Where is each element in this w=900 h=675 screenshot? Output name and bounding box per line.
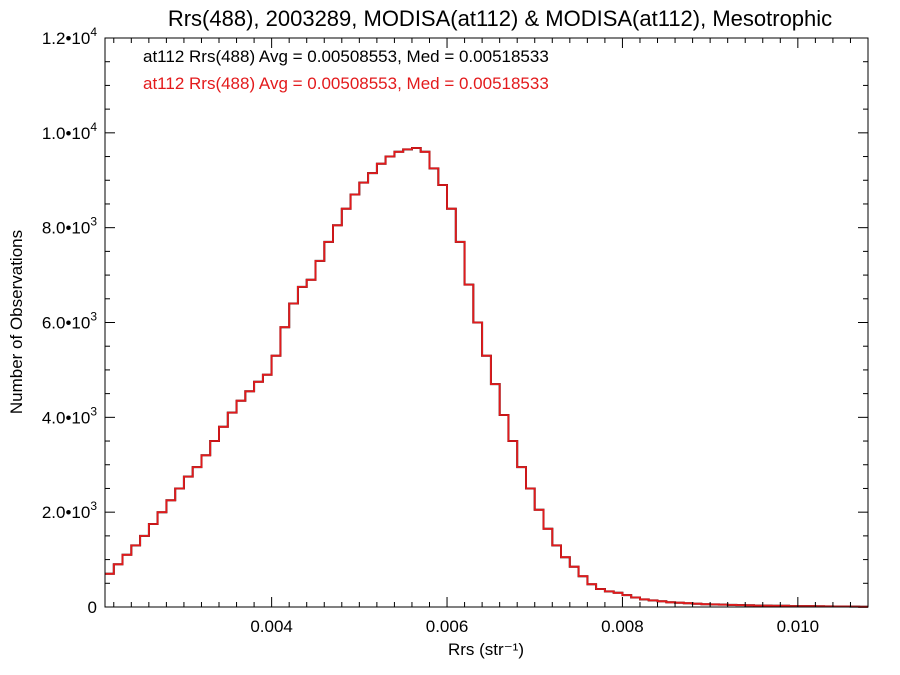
- x-tick-label: 0.010: [777, 617, 820, 636]
- y-tick-label: 6.0•103: [42, 310, 98, 333]
- annotation-2: at112 Rrs(488) Avg = 0.00508553, Med = 0…: [143, 74, 549, 93]
- y-tick-label: 1.0•104: [42, 120, 98, 143]
- y-tick-mantissa: 1.0•10: [42, 124, 91, 143]
- y-tick-label: 2.0•103: [42, 499, 98, 522]
- y-tick-label: 4.0•103: [42, 404, 98, 427]
- series-line-1: [105, 147, 868, 608]
- y-tick-mantissa: 4.0•10: [42, 408, 91, 427]
- x-tick-label: 0.004: [250, 617, 293, 636]
- x-axis: 0.004 0.006 0.008 0.010: [113, 38, 851, 636]
- y-tick-label: 1.2•104: [42, 25, 98, 48]
- y-tick-mantissa: 1.2•10: [42, 29, 91, 48]
- series-line-2: [105, 147, 868, 608]
- y-tick-mantissa: 2.0•10: [42, 503, 91, 522]
- y-tick-exponent: 3: [90, 215, 97, 229]
- series-layer: [105, 147, 868, 608]
- chart-title: Rrs(488), 2003289, MODISA(at112) & MODIS…: [168, 6, 832, 31]
- y-tick-exponent: 3: [90, 499, 97, 513]
- plot-frame: [104, 37, 869, 608]
- x-tick-label: 0.006: [426, 617, 469, 636]
- y-tick-exponent: 4: [90, 120, 97, 134]
- y-tick-label: 0: [88, 598, 97, 617]
- y-axis: 02.0•1034.0•1036.0•1038.0•1031.0•1041.2•…: [42, 25, 868, 617]
- y-axis-label: Number of Observations: [7, 230, 26, 414]
- x-axis-label: Rrs (str⁻¹): [448, 640, 524, 659]
- y-tick-exponent: 4: [90, 25, 97, 39]
- y-tick-exponent: 3: [90, 310, 97, 324]
- y-tick-mantissa: 8.0•10: [42, 219, 91, 238]
- y-tick-label: 8.0•103: [42, 215, 98, 238]
- y-tick-mantissa: 6.0•10: [42, 314, 91, 333]
- annotations: at112 Rrs(488) Avg = 0.00508553, Med = 0…: [143, 47, 549, 93]
- x-tick-label: 0.008: [601, 617, 644, 636]
- annotation-1: at112 Rrs(488) Avg = 0.00508553, Med = 0…: [143, 47, 549, 66]
- y-tick-exponent: 3: [90, 404, 97, 418]
